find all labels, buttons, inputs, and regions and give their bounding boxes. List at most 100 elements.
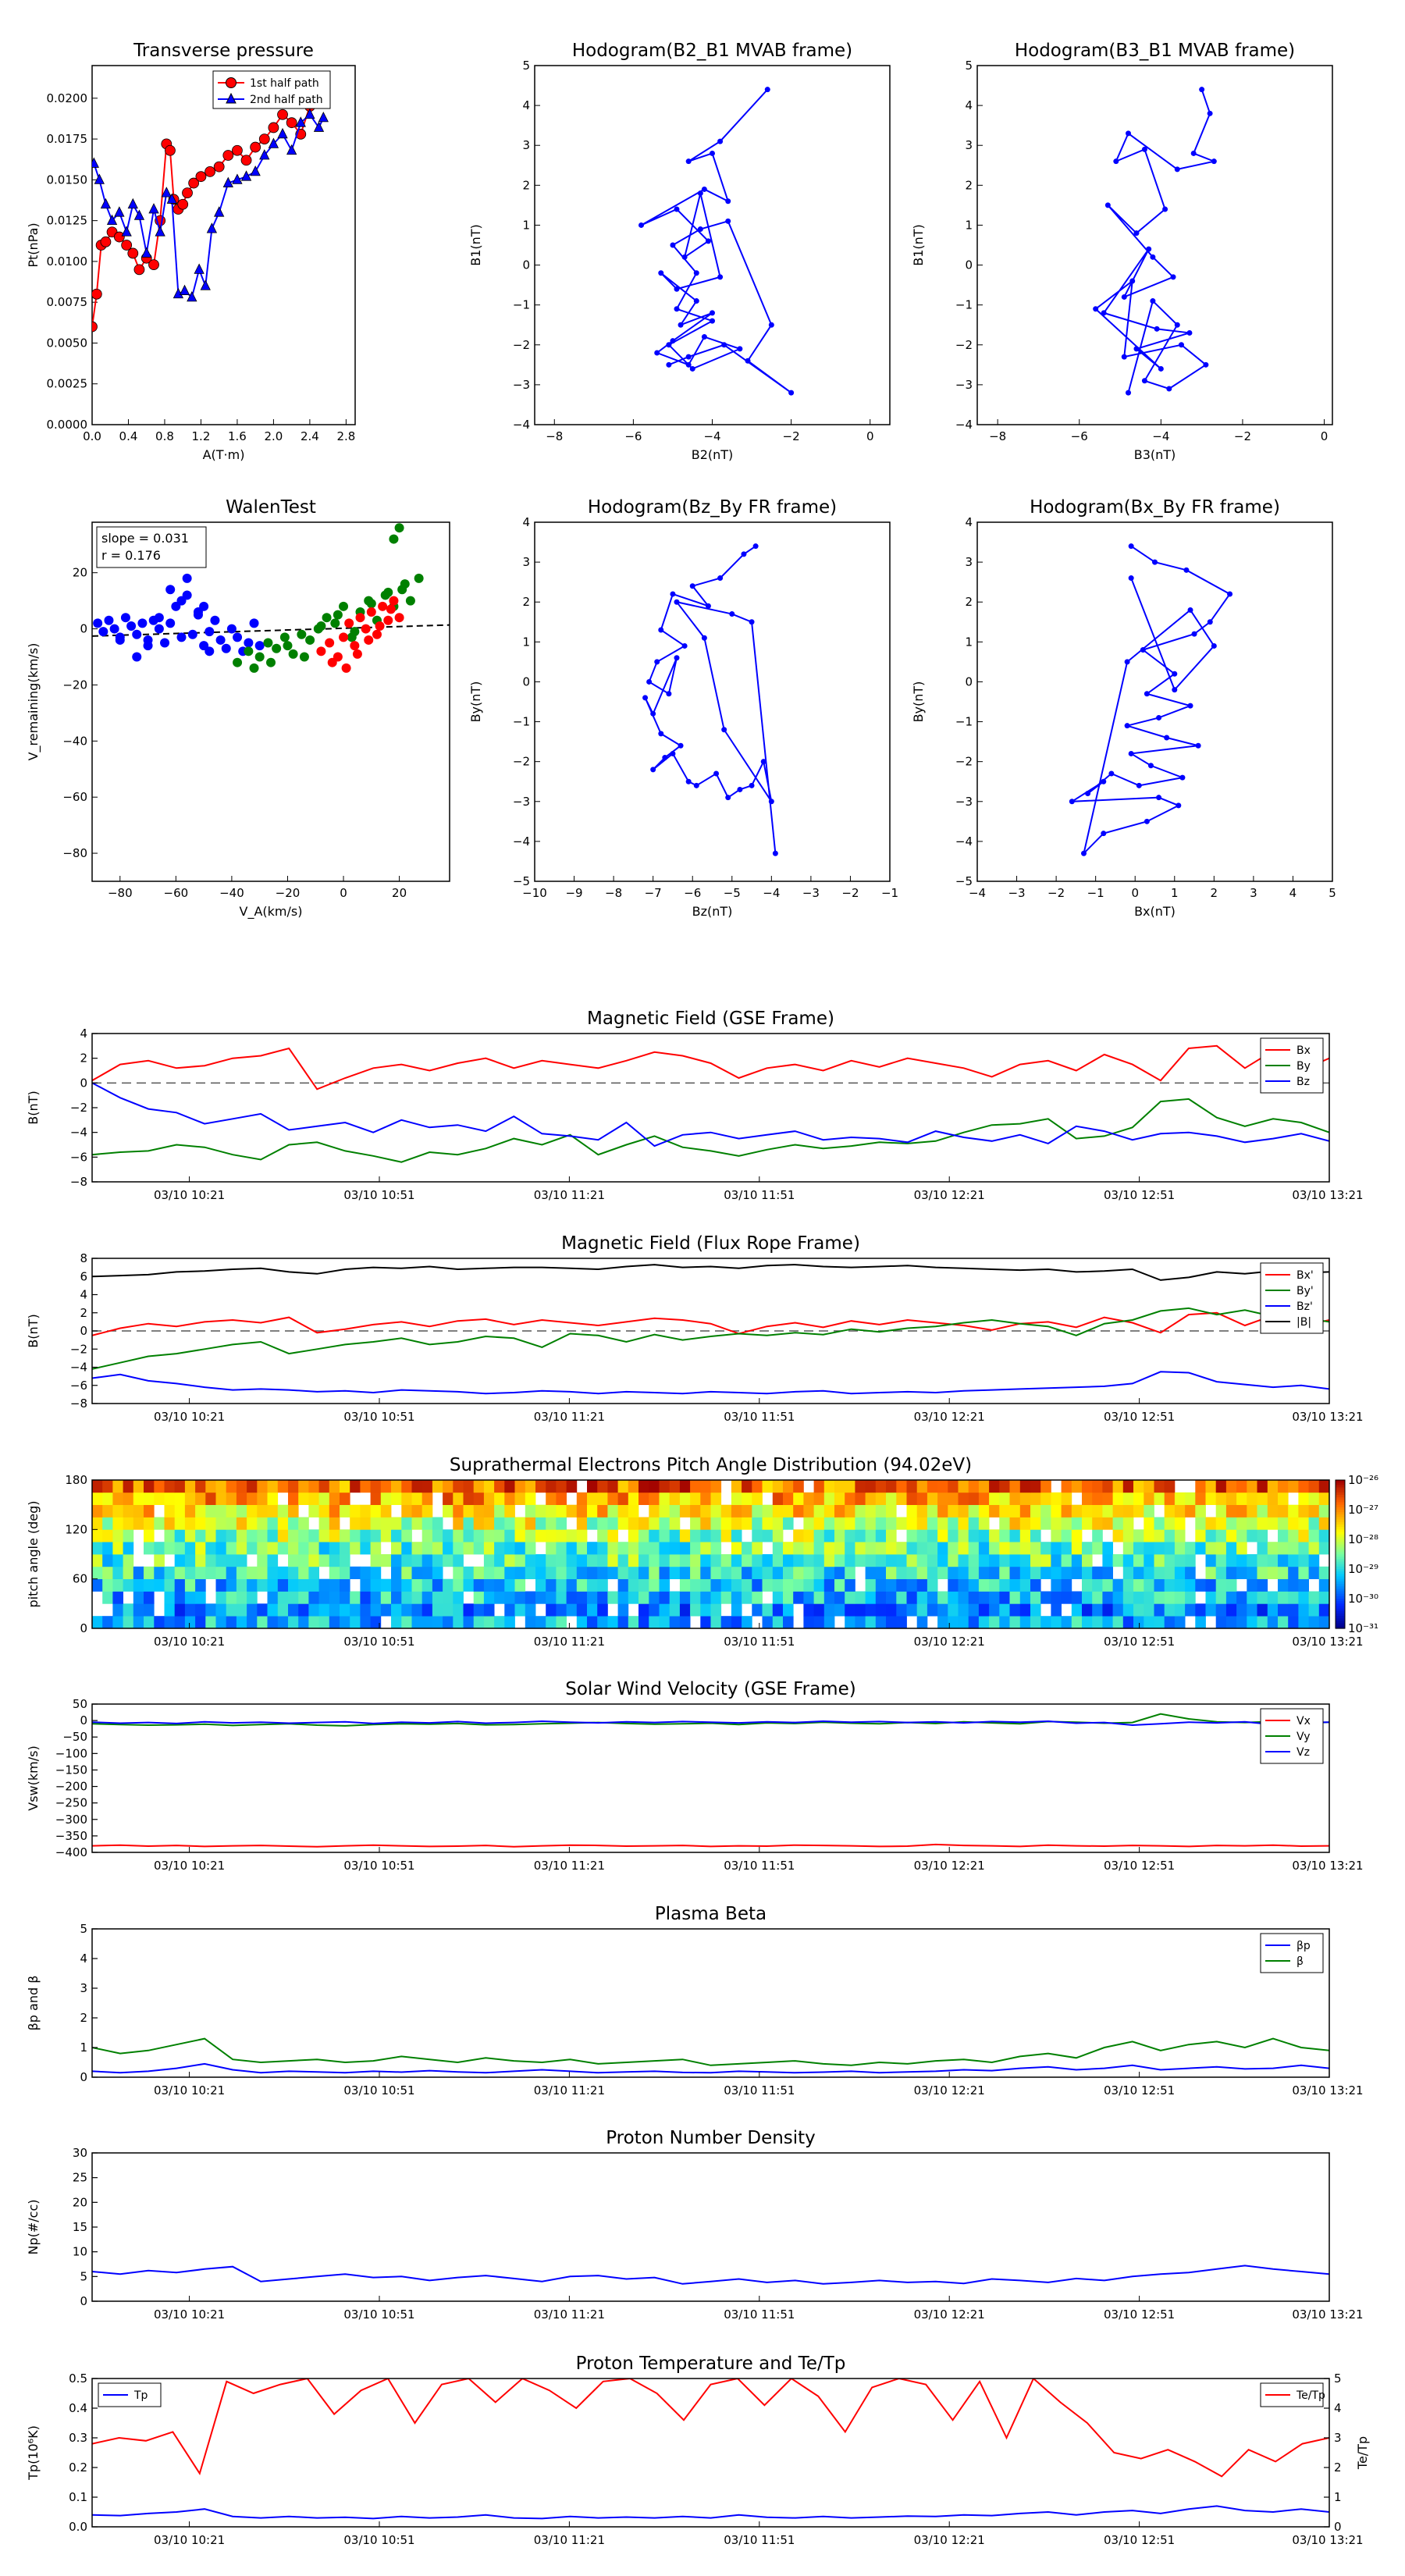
heatmap-cell <box>546 1542 557 1555</box>
heatmap-cell <box>813 1480 825 1493</box>
chart-title: Hodogram(B3_B1 MVAB frame) <box>1015 41 1295 61</box>
heatmap-cell <box>1061 1591 1072 1604</box>
heatmap-cell <box>875 1517 887 1530</box>
heatmap-cell <box>659 1492 670 1505</box>
heatmap-cell <box>700 1566 711 1579</box>
data-point <box>250 141 261 153</box>
heatmap-cell <box>772 1603 784 1617</box>
heatmap-cell <box>195 1504 206 1517</box>
heatmap-cell <box>742 1517 752 1530</box>
heatmap-cell <box>195 1616 206 1629</box>
heatmap-cell <box>215 1566 227 1579</box>
heatmap-cell <box>1318 1504 1330 1517</box>
heatmap-cell <box>514 1578 526 1592</box>
heatmap-cell <box>422 1542 433 1555</box>
data-point <box>350 641 360 651</box>
chart-title: Suprathermal Electrons Pitch Angle Distr… <box>450 1455 972 1475</box>
heatmap-cell <box>525 1603 536 1617</box>
data-point <box>126 621 137 631</box>
data-point <box>268 122 279 133</box>
heatmap-cell <box>823 1578 835 1592</box>
x-tick-label: 03/10 13:21 <box>1292 1188 1363 1202</box>
heatmap-cell <box>1257 1578 1268 1592</box>
heatmap-cell <box>978 1542 990 1555</box>
heatmap-cell <box>700 1616 711 1629</box>
heatmap-cell <box>514 1480 526 1493</box>
heatmap-cell <box>1122 1554 1134 1567</box>
heatmap-cell <box>535 1480 546 1493</box>
heatmap-cell <box>1164 1529 1176 1542</box>
data-point <box>187 629 197 639</box>
heatmap-cell <box>916 1517 928 1530</box>
heatmap-cell <box>1154 1566 1165 1579</box>
heatmap-cell <box>978 1554 990 1567</box>
heatmap-cell <box>318 1517 330 1530</box>
data-point <box>678 742 684 749</box>
heatmap-cell <box>205 1603 216 1617</box>
y-tick-label: 50 <box>73 1697 87 1711</box>
data-point <box>674 306 680 312</box>
heatmap-cell <box>669 1591 681 1604</box>
heatmap-cell <box>752 1554 763 1567</box>
heatmap-cell <box>875 1603 887 1617</box>
data-point <box>697 226 703 233</box>
series-line-Vz <box>92 1720 1329 1727</box>
heatmap-cell <box>865 1554 877 1567</box>
series-0 <box>1093 87 1217 396</box>
heatmap-cell <box>937 1492 948 1505</box>
heatmap-cell <box>710 1542 722 1555</box>
heatmap-cell <box>329 1591 340 1604</box>
heatmap-cell <box>195 1578 206 1592</box>
heatmap-cell <box>1009 1603 1021 1617</box>
legend-label: |B| <box>1297 1316 1311 1329</box>
heatmap-cell <box>350 1542 361 1555</box>
heatmap-cell <box>1061 1504 1072 1517</box>
data-point <box>1176 802 1182 809</box>
data-point <box>177 198 189 210</box>
y-tick-label: 2 <box>522 178 530 192</box>
x-tick-label: 03/10 12:21 <box>914 2083 985 2097</box>
heatmap-cell <box>690 1566 701 1579</box>
heatmap-cell <box>1278 1504 1289 1517</box>
heatmap-cell <box>1236 1504 1247 1517</box>
heatmap-cell <box>340 1554 350 1567</box>
data-point <box>681 642 688 649</box>
heatmap-cell <box>752 1480 763 1493</box>
heatmap-cell <box>277 1542 289 1555</box>
heatmap-cell <box>360 1517 371 1530</box>
data-point <box>768 799 774 805</box>
series-line <box>1094 89 1217 393</box>
colorbar-band <box>1336 1589 1345 1592</box>
heatmap-cell <box>556 1492 567 1505</box>
heatmap-cell <box>845 1591 855 1604</box>
colorbar-band <box>1336 1500 1345 1503</box>
heatmap-cell <box>617 1480 629 1493</box>
colorbar-label: 10⁻²⁹ <box>1348 1562 1378 1576</box>
heatmap-cell <box>628 1529 639 1542</box>
heatmap-cell <box>1205 1554 1217 1567</box>
heatmap-cell <box>968 1554 980 1567</box>
data-point <box>339 632 349 642</box>
colorbar-band <box>1336 1601 1345 1604</box>
chart-h13: Hodogram(B3_B1 MVAB frame)−8 −6 −4 −2 0−4−3−… <box>911 41 1333 462</box>
heatmap-cell <box>329 1578 340 1592</box>
heatmap-cell <box>473 1578 485 1592</box>
heatmap-cell <box>1257 1504 1268 1517</box>
data-point <box>666 342 672 348</box>
heatmap-cell <box>1092 1566 1103 1579</box>
heatmap-cell <box>927 1529 938 1542</box>
heatmap-cell <box>247 1603 258 1617</box>
heatmap-cell <box>1164 1554 1176 1567</box>
data-point <box>745 358 751 364</box>
data-point <box>383 587 393 597</box>
heatmap-cell <box>1019 1566 1031 1579</box>
heatmap-cell <box>1164 1616 1176 1629</box>
heatmap-cell <box>144 1542 155 1555</box>
heatmap-cell <box>772 1616 784 1629</box>
heatmap-cell <box>690 1480 701 1493</box>
heatmap-cell <box>1225 1616 1237 1629</box>
y-tick-label: −6 <box>70 1379 87 1393</box>
y-axis-label: B1(nT) <box>468 224 483 266</box>
heatmap-cell <box>731 1529 742 1542</box>
heatmap-cell <box>92 1492 103 1505</box>
